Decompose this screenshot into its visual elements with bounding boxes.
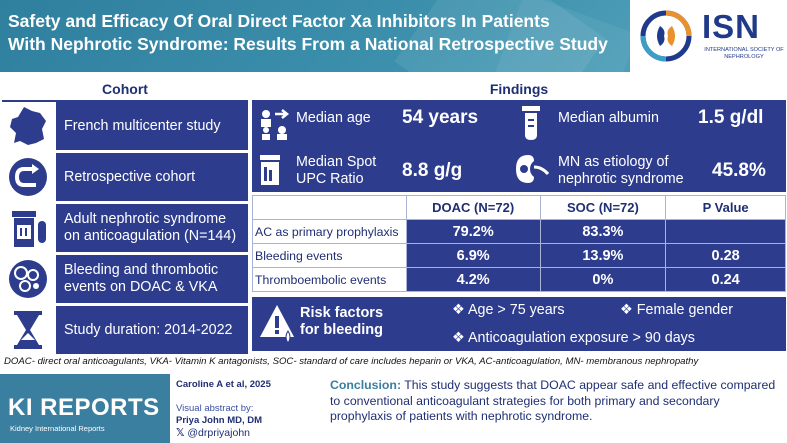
- cohort-label: Study duration: 2014-2022: [56, 306, 248, 354]
- table-cell-doac: 4.2%: [405, 267, 541, 292]
- risk-item: ❖ Age > 75 years: [452, 302, 565, 318]
- france-map-icon: [2, 102, 54, 150]
- risk-item-label: Anticoagulation exposure > 90 days: [468, 330, 695, 346]
- x-logo-icon: 𝕏: [176, 427, 185, 439]
- table-cell-p: [665, 219, 786, 244]
- author-handle[interactable]: 𝕏 @drpriyajohn: [176, 427, 326, 439]
- mn-etiology-value: 45.8%: [712, 160, 766, 181]
- table-cell-p: 0.28: [665, 243, 786, 268]
- median-albumin-value: 1.5 g/dl: [698, 107, 764, 128]
- table-header-cell: SOC (N=72): [539, 195, 667, 220]
- table-row: Thromboembolic events 4.2% 0% 0.24: [252, 267, 786, 292]
- warning-drop-icon: [260, 305, 294, 344]
- table-row-label: AC as primary prophylaxis: [252, 219, 407, 244]
- findings-divider: [252, 100, 786, 102]
- abstract-by-label: Visual abstract by:: [176, 403, 254, 414]
- cohort-item: Adult nephrotic syndrome on anticoagulat…: [2, 204, 248, 252]
- risk-item: ❖ Anticoagulation exposure > 90 days: [452, 330, 695, 346]
- risk-title-line-1: Risk factors: [300, 305, 384, 321]
- mn-etiology-label: MN as etiology of nephrotic syndrome: [558, 154, 684, 187]
- risk-item: ❖ Female gender: [620, 302, 733, 318]
- pill-bottle-icon: [2, 204, 54, 252]
- median-upc-label: Median Spot UPC Ratio: [296, 154, 377, 187]
- median-age-value: 54 years: [402, 107, 479, 128]
- risk-factors-panel: Risk factors for bleeding ❖ Age > 75 yea…: [252, 297, 786, 351]
- logo-subtitle: INTERNATIONAL SOCIETY OF NEPHROLOGY: [704, 47, 784, 60]
- table-header-cell: P Value: [665, 195, 786, 220]
- u-turn-arrow-icon: [2, 153, 54, 201]
- stats-panel: Median age 54 years Median albumin 1.5 g…: [252, 102, 786, 192]
- cohort-item: Study duration: 2014-2022: [2, 306, 248, 354]
- risk-title: Risk factors for bleeding: [300, 305, 383, 339]
- urine-container-icon: [260, 155, 280, 185]
- risk-title-line-2: for bleeding: [300, 322, 383, 338]
- journal-name: KI REPORTS: [8, 394, 160, 421]
- isn-logo: ISN INTERNATIONAL SOCIETY OF NEPHROLOGY: [630, 0, 787, 72]
- page-title: Safety and Efficacy Of Oral Direct Facto…: [8, 10, 608, 56]
- cohort-item: Retrospective cohort: [2, 153, 248, 201]
- cohort-label: Retrospective cohort: [56, 153, 248, 201]
- results-table: DOAC (N=72) SOC (N=72) P Value AC as pri…: [252, 195, 786, 292]
- journal-logo: KI REPORTS Kidney International Reports: [0, 374, 170, 443]
- author-name: Priya John MD, DM: [176, 415, 263, 426]
- table-cell-doac: 79.2%: [405, 219, 541, 244]
- hourglass-icon: [2, 306, 54, 354]
- table-header-cell: DOAC (N=72): [405, 195, 541, 220]
- table-row: Bleeding events 6.9% 13.9% 0.28: [252, 243, 786, 268]
- conclusion-label: Conclusion:: [330, 378, 402, 392]
- conclusion: Conclusion: This study suggests that DOA…: [330, 378, 782, 425]
- median-age-label: Median age: [296, 110, 371, 126]
- isn-logo-icon: [640, 10, 692, 62]
- table-cell-soc: 83.3%: [539, 219, 667, 244]
- cohort-label: Adult nephrotic syndrome on anticoagulat…: [56, 204, 248, 252]
- table-row-label: Bleeding events: [252, 243, 407, 268]
- title-line-2: With Nephrotic Syndrome: Results From a …: [8, 34, 608, 54]
- blood-cells-icon: [2, 255, 54, 303]
- header-banner: Safety and Efficacy Of Oral Direct Facto…: [0, 0, 787, 72]
- table-cell-soc: 13.9%: [539, 243, 667, 268]
- table-cell-doac: 6.9%: [405, 243, 541, 268]
- author-handle-text: @drpriyajohn: [187, 427, 250, 439]
- median-upc-value: 8.8 g/g: [402, 160, 463, 181]
- test-tube-icon: [522, 106, 540, 140]
- table-header-cell: [252, 195, 407, 220]
- cohort-heading: Cohort: [102, 81, 148, 97]
- kidney-icon: [516, 155, 550, 183]
- abbreviations-note: DOAC- direct oral anticoagulants, VKA- V…: [4, 356, 699, 367]
- median-albumin-label: Median albumin: [558, 110, 659, 126]
- cohort-item: French multicenter study: [2, 102, 248, 150]
- cohort-label: Bleeding and thrombotic events on DOAC &…: [56, 255, 248, 303]
- journal-subtitle: Kidney International Reports: [10, 424, 105, 433]
- cohort-label: French multicenter study: [56, 102, 248, 150]
- title-line-1: Safety and Efficacy Of Oral Direct Facto…: [8, 11, 550, 31]
- credits: Caroline A et al, 2025 Visual abstract b…: [176, 379, 326, 439]
- citation: Caroline A et al, 2025: [176, 379, 271, 390]
- findings-heading: Findings: [489, 81, 549, 97]
- table-row-label: Thromboembolic events: [252, 267, 407, 292]
- table-header-row: DOAC (N=72) SOC (N=72) P Value: [252, 195, 786, 220]
- conclusion-text: This study suggests that DOAC appear saf…: [330, 378, 776, 423]
- logo-text: ISN: [702, 8, 761, 45]
- risk-item-label: Age > 75 years: [468, 302, 565, 318]
- cohort-item: Bleeding and thrombotic events on DOAC &…: [2, 255, 248, 303]
- table-cell-soc: 0%: [539, 267, 667, 292]
- people-arrow-icon: [261, 109, 290, 140]
- table-row: AC as primary prophylaxis 79.2% 83.3%: [252, 219, 786, 244]
- cohort-divider: [2, 100, 248, 102]
- table-cell-p: 0.24: [665, 267, 786, 292]
- risk-item-label: Female gender: [636, 302, 733, 318]
